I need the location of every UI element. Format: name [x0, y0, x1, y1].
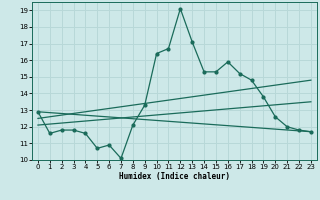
X-axis label: Humidex (Indice chaleur): Humidex (Indice chaleur): [119, 172, 230, 181]
